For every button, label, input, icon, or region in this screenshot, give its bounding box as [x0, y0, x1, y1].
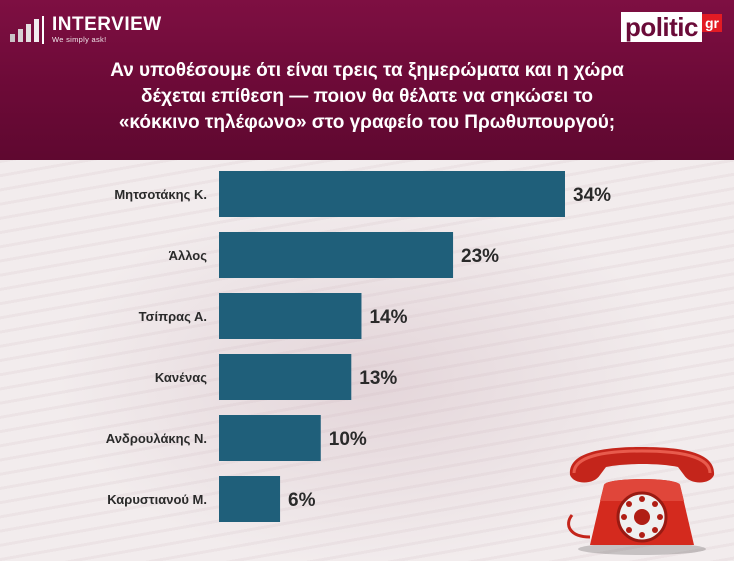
politic-logo-word: politic: [620, 12, 702, 42]
question-line-1: Αν υποθέσουμε ότι είναι τρεις τα ξημερώμ…: [110, 60, 624, 81]
survey-question: Αν υποθέσουμε ότι είναι τρεις τα ξημερώμ…: [40, 58, 694, 136]
category-label-4: Κανένας: [155, 370, 207, 385]
politic-logo-suffix: gr: [702, 14, 722, 32]
category-label-6: Καρυστιανού Μ.: [107, 492, 207, 507]
value-label-6: 6%: [288, 490, 316, 511]
value-label-5: 10%: [329, 429, 367, 450]
politic-logo: politic gr: [620, 12, 722, 46]
interview-logo: INTERVIEW We simply ask!: [8, 10, 162, 50]
category-label-1: Μητσοτάκης Κ.: [114, 187, 207, 202]
bar-6: [219, 476, 281, 522]
value-label-1: 34%: [573, 185, 611, 206]
value-label-4: 13%: [359, 368, 397, 389]
interview-bars-icon: [10, 16, 44, 44]
chart-background: [0, 160, 734, 561]
header-banner: INTERVIEW We simply ask! politic gr Αν υ…: [0, 0, 734, 160]
category-label-2: Άλλος: [169, 248, 208, 263]
question-line-3: «κόκκινο τηλέφωνο» στο γραφείο του Πρωθυ…: [118, 112, 616, 133]
bar-4: [219, 354, 352, 400]
bar-1: [219, 171, 565, 217]
brand-name: INTERVIEW: [52, 14, 162, 35]
brand-slogan: We simply ask!: [52, 35, 107, 44]
value-label-2: 23%: [461, 246, 499, 267]
bar-2: [219, 232, 454, 278]
bar-3: [219, 293, 362, 339]
value-label-3: 14%: [369, 307, 407, 328]
red-telephone-icon: [567, 447, 715, 555]
category-label-3: Τσίπρας Α.: [139, 309, 207, 324]
category-label-5: Ανδρουλάκης Ν.: [106, 431, 207, 446]
bar-chart: Μητσοτάκης Κ. 34% Άλλος 23% Τσίπρας Α. 14% Καν…: [106, 171, 611, 522]
question-line-2: δέχεται επίθεση — ποιον θα θέλατε να σηκ…: [140, 86, 594, 107]
bar-5: [219, 415, 321, 461]
